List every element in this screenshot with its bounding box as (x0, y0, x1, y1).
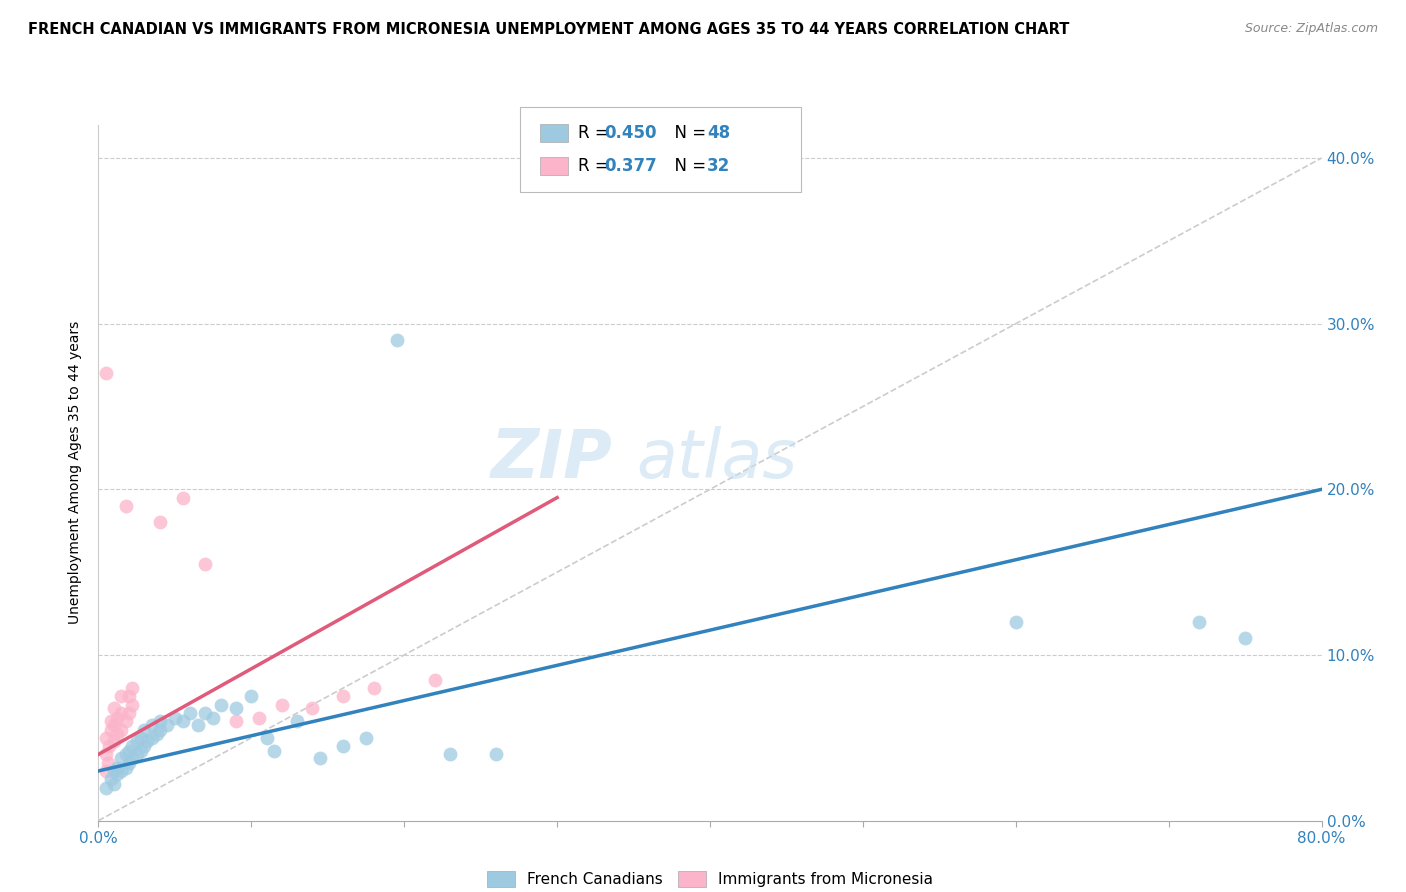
Point (103, 734, 125, 748)
Point (163, 711, 186, 725)
Point (202, 711, 225, 725)
Point (149, 714, 172, 729)
Point (225, 701, 247, 715)
Point (103, 764, 125, 778)
Point (125, 747, 148, 762)
Point (103, 777, 125, 791)
Point (129, 744, 152, 758)
Point (225, 714, 247, 729)
Text: ZIP: ZIP (491, 425, 612, 491)
Point (98, 739, 121, 753)
Text: FRENCH CANADIAN VS IMMIGRANTS FROM MICRONESIA UNEMPLOYMENT AMONG AGES 35 TO 44 Y: FRENCH CANADIAN VS IMMIGRANTS FROM MICRO… (28, 22, 1070, 37)
Text: Source: ZipAtlas.com: Source: ZipAtlas.com (1244, 22, 1378, 36)
Point (439, 747, 461, 762)
Point (172, 491, 194, 505)
Point (256, 731, 278, 745)
Point (247, 711, 270, 725)
Point (110, 750, 132, 764)
Point (100, 772, 122, 787)
Point (145, 727, 167, 741)
Point (179, 706, 201, 720)
Point (209, 698, 232, 712)
Point (194, 706, 217, 720)
Point (354, 731, 377, 745)
Point (194, 557, 217, 571)
Point (385, 333, 408, 347)
Point (363, 681, 385, 695)
Text: 0.377: 0.377 (605, 157, 658, 175)
Text: N =: N = (664, 124, 711, 142)
Point (115, 714, 138, 729)
Point (94, 367, 117, 381)
Point (121, 698, 143, 712)
Point (115, 747, 138, 762)
Point (94, 780, 117, 795)
Point (115, 761, 138, 775)
Text: R =: R = (578, 124, 614, 142)
Point (110, 764, 132, 778)
Point (94, 731, 117, 745)
Point (270, 698, 292, 712)
Point (187, 717, 209, 731)
Point (94, 747, 117, 762)
Point (263, 744, 285, 758)
Point (105, 767, 128, 781)
Point (110, 723, 132, 737)
Point (332, 739, 354, 753)
Text: R =: R = (578, 157, 614, 175)
Point (141, 731, 163, 745)
Point (105, 711, 128, 725)
Point (115, 499, 138, 513)
Point (136, 734, 159, 748)
Point (105, 727, 128, 741)
Point (134, 723, 156, 737)
Point (100, 723, 122, 737)
Point (332, 690, 354, 704)
Text: atlas: atlas (637, 425, 797, 491)
Point (118, 706, 141, 720)
Point (172, 714, 194, 729)
Point (100, 714, 122, 729)
Point (1188, 615, 1211, 629)
Point (125, 734, 148, 748)
Point (118, 744, 141, 758)
Point (301, 701, 323, 715)
Point (285, 714, 308, 729)
Text: N =: N = (664, 157, 711, 175)
Point (118, 690, 141, 704)
Point (121, 681, 143, 695)
Point (129, 731, 152, 745)
Point (103, 701, 125, 715)
Point (97, 756, 120, 770)
Point (110, 706, 132, 720)
Point (141, 717, 163, 731)
Point (240, 690, 263, 704)
Point (94, 764, 117, 778)
Text: 32: 32 (707, 157, 731, 175)
Point (1004, 615, 1026, 629)
Y-axis label: Unemployment Among Ages 35 to 44 years: Unemployment Among Ages 35 to 44 years (69, 321, 83, 624)
Point (105, 761, 128, 775)
Text: 0.450: 0.450 (605, 124, 657, 142)
Point (485, 747, 508, 762)
Point (118, 756, 141, 770)
Point (149, 723, 172, 737)
Point (121, 739, 143, 753)
Point (134, 739, 156, 753)
Point (110, 690, 132, 704)
Point (149, 516, 172, 530)
Point (423, 673, 446, 687)
Legend: French Canadians, Immigrants from Micronesia: French Canadians, Immigrants from Micron… (481, 865, 939, 892)
Point (309, 750, 332, 764)
Point (156, 717, 179, 731)
Point (103, 717, 125, 731)
Text: 48: 48 (707, 124, 730, 142)
Point (121, 750, 143, 764)
Point (1234, 632, 1257, 646)
